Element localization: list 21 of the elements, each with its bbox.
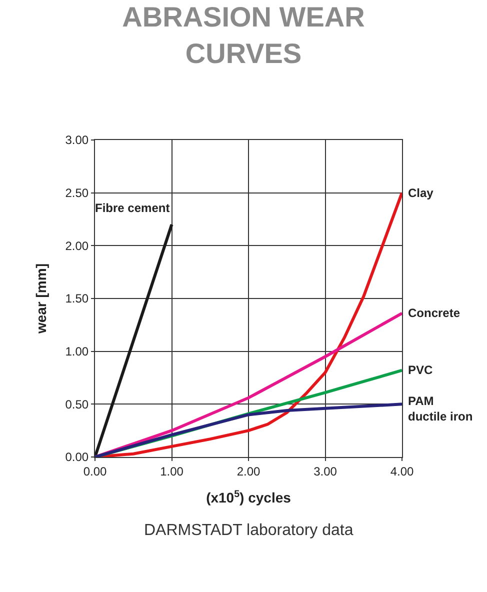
x-tick-label: 1.00 bbox=[160, 464, 184, 478]
series-label: Fibre cement bbox=[95, 201, 170, 215]
y-tick-label: 1.00 bbox=[65, 344, 89, 359]
chart-title: ABRASION WEAR CURVES bbox=[122, 2, 365, 70]
y-tick-label: 0.50 bbox=[65, 397, 89, 412]
y-tick-label: 2.00 bbox=[65, 238, 89, 253]
series-label: PAM ductile iron bbox=[408, 394, 473, 424]
x-tick-label: 4.00 bbox=[390, 464, 414, 478]
series-label: Concrete bbox=[408, 306, 460, 320]
y-tick-label: 2.50 bbox=[65, 186, 89, 200]
x-tick-label: 0.00 bbox=[83, 464, 107, 478]
series-label: Clay bbox=[408, 186, 434, 200]
series-label: PVC bbox=[408, 363, 434, 377]
text: DARMSTADT laboratory data bbox=[144, 522, 354, 539]
y-tick-label: 1.50 bbox=[65, 292, 89, 306]
y-axis-title: wear [mm] bbox=[32, 263, 49, 335]
x-tick-label: 3.00 bbox=[314, 464, 338, 478]
y-tick-label: 3.00 bbox=[65, 133, 89, 148]
x-tick-label: 2.00 bbox=[236, 464, 260, 478]
y-tick-label: 0.00 bbox=[65, 450, 89, 464]
x-axis-title: (x10$^{5}$) cycles bbox=[206, 488, 292, 506]
